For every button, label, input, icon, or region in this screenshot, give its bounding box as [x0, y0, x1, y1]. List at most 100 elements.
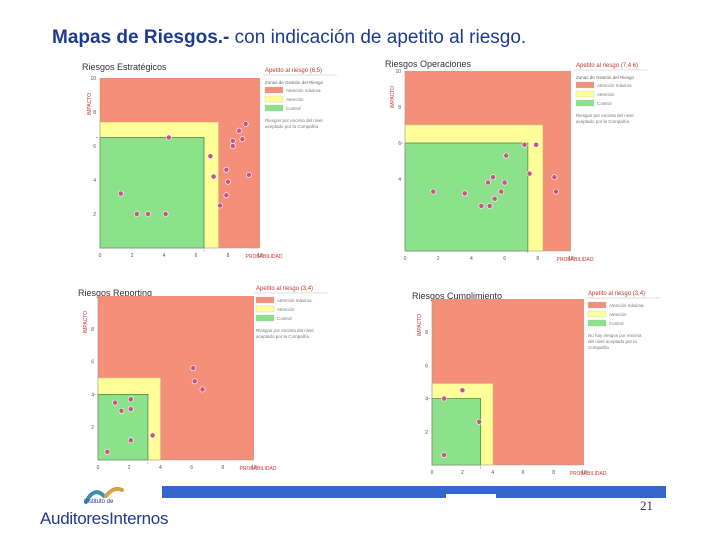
legend-swatch — [587, 319, 607, 327]
risk-point — [117, 190, 124, 197]
risk-point — [112, 399, 119, 406]
x-tick-label: 6 — [522, 470, 525, 476]
legend-item: Atención — [286, 97, 304, 102]
y-tick-label: 4 — [93, 178, 96, 184]
risk-point — [118, 407, 125, 414]
y-tick-label: 6 — [398, 141, 401, 147]
chart-riesgos-operaciones: Riesgos Operaciones IMPACTO 0 2 4 6 8 10 4 6 8 10 PR… — [383, 55, 666, 273]
legend-item: Atención máxima — [609, 303, 644, 308]
page-title-rest: con indicación de apetito al riesgo. — [229, 27, 527, 48]
legend-swatch — [264, 86, 284, 94]
x-tick-label: 2 — [128, 465, 131, 471]
x-tick-label: 10 — [568, 256, 574, 262]
legend-item: Control — [286, 106, 301, 111]
y-tick-label: 2 — [93, 212, 96, 218]
chart-title: Riesgos Reporting — [78, 288, 152, 298]
legend-swatch — [575, 90, 595, 98]
risk-point — [245, 172, 252, 178]
legend-swatch — [255, 296, 275, 304]
page-title-bold: Mapas de Riesgos.- — [52, 27, 230, 48]
y-tick-label: 10 — [90, 76, 96, 82]
page-number: 21 — [640, 498, 653, 513]
risk-point — [498, 188, 505, 195]
risk-point — [225, 178, 231, 185]
legend-swatch — [587, 310, 607, 318]
x-tick-label: 0 — [97, 465, 100, 471]
risk-point — [217, 202, 223, 209]
risk-point — [459, 387, 466, 394]
x-tick-label: 0 — [99, 253, 102, 259]
risk-point — [210, 173, 217, 180]
chart-title: Riesgos Cumplimiento — [412, 291, 502, 301]
risk-point — [533, 141, 540, 148]
legend-swatch — [255, 305, 275, 313]
risk-point — [478, 203, 485, 209]
legend-note: Riesgos por encima del nivel — [256, 328, 314, 333]
chart-svg: Riesgos Cumplimiento IMPACTO 0 2 4 6 8 10 2 4 6 8 PR… — [412, 291, 660, 477]
risk-point — [491, 195, 498, 202]
y-tick-label: 2 — [425, 430, 428, 436]
x-axis-label: PROBABILIDAD — [246, 254, 283, 260]
zone-control — [431, 398, 482, 466]
y-tick-label: 10 — [395, 69, 401, 75]
appetite-label: Apetito al riesgo (3,4) — [256, 286, 313, 292]
legend-note: aceptado por la Compañía — [265, 124, 319, 129]
legend-item: Atención — [277, 307, 295, 312]
appetite-label: Apetito al riesgo (6,5) — [265, 68, 322, 74]
logo-mark-icon — [84, 486, 124, 504]
legend-note: Riesgos por encima del nivel — [265, 118, 323, 123]
legend-header: Zonas de Gestión del Riesgo — [265, 80, 324, 85]
y-tick-label: 8 — [398, 105, 401, 111]
x-tick-label: 10 — [251, 465, 257, 471]
legend-item: Atención máxima — [286, 88, 321, 93]
legend-item: Atención — [609, 312, 627, 317]
legend-note: No hay riesgos por encima — [588, 333, 642, 338]
legend-swatch — [264, 95, 284, 103]
y-tick-label: 6 — [91, 360, 94, 366]
x-axis-label: PROBABILIDAD — [240, 466, 277, 472]
y-axis-label: IMPACTO — [417, 314, 423, 336]
risk-point — [149, 432, 156, 439]
chart-svg: Riesgos Estratégicos IMPACTO 0 2 4 6 8 10 2 4 6 8 10… — [82, 62, 337, 260]
risk-point — [501, 179, 508, 186]
legend-item: Control — [597, 101, 612, 106]
zone-control — [99, 137, 205, 249]
risk-point — [553, 188, 559, 195]
risk-point — [127, 406, 134, 413]
x-tick-label: 8 — [552, 470, 555, 476]
x-tick-label: 6 — [195, 253, 198, 259]
y-tick-label: 8 — [425, 330, 428, 336]
x-tick-label: 10 — [581, 470, 587, 476]
x-tick-label: 4 — [163, 253, 166, 259]
risk-point — [430, 188, 437, 195]
chart-svg: Riesgos Reporting IMPACTO 0 2 4 6 8 10 2 4 6 8 PROBA… — [78, 286, 328, 472]
x-axis-label: PROBABILIDAD — [557, 257, 594, 263]
risk-point — [104, 448, 111, 455]
legend-note: aceptado por la Compañía — [576, 119, 630, 124]
y-tick-label: 4 — [425, 397, 428, 403]
zone-control — [404, 142, 529, 252]
x-tick-label: 4 — [491, 470, 494, 476]
risk-point — [551, 174, 558, 181]
logo-line2: AuditoresInternos — [40, 509, 169, 528]
risk-point — [145, 211, 151, 217]
chart-riesgos-reporting: Riesgos Reporting IMPACTO 0 2 4 6 8 10 2 4 6 8 PROBA… — [76, 284, 338, 482]
x-tick-label: 6 — [503, 256, 506, 262]
legend-swatch — [587, 301, 607, 309]
risk-point — [476, 418, 483, 425]
footer-bar — [162, 486, 666, 498]
x-tick-label: 2 — [131, 253, 134, 259]
y-axis-label: IMPACTO — [390, 86, 396, 108]
risk-point — [461, 190, 468, 197]
risk-point — [223, 166, 230, 173]
risk-point — [191, 378, 198, 385]
y-tick-label: 8 — [93, 110, 96, 116]
risk-point — [127, 437, 134, 444]
x-tick-label: 8 — [227, 253, 230, 259]
x-tick-label: 4 — [159, 465, 162, 471]
y-tick-label: 8 — [91, 327, 94, 333]
chart-riesgos-estrategicos: Riesgos Estratégicos IMPACTO 0 2 4 6 8 10 2 4 6 8 10… — [80, 58, 345, 268]
legend-note: aceptado por la Compañía — [256, 334, 310, 339]
y-axis-label: IMPACTO — [87, 93, 93, 115]
risk-point — [229, 143, 236, 149]
